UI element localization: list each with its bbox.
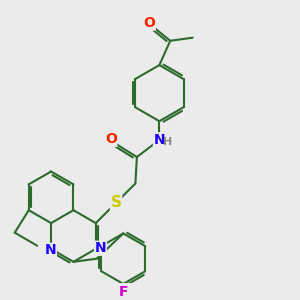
Text: N: N: [94, 241, 106, 255]
Text: N: N: [154, 133, 165, 147]
Text: N: N: [45, 244, 56, 257]
Text: O: O: [105, 132, 117, 146]
Text: F: F: [118, 285, 128, 299]
Text: S: S: [110, 195, 122, 210]
Text: O: O: [143, 16, 155, 30]
Text: H: H: [164, 137, 173, 147]
